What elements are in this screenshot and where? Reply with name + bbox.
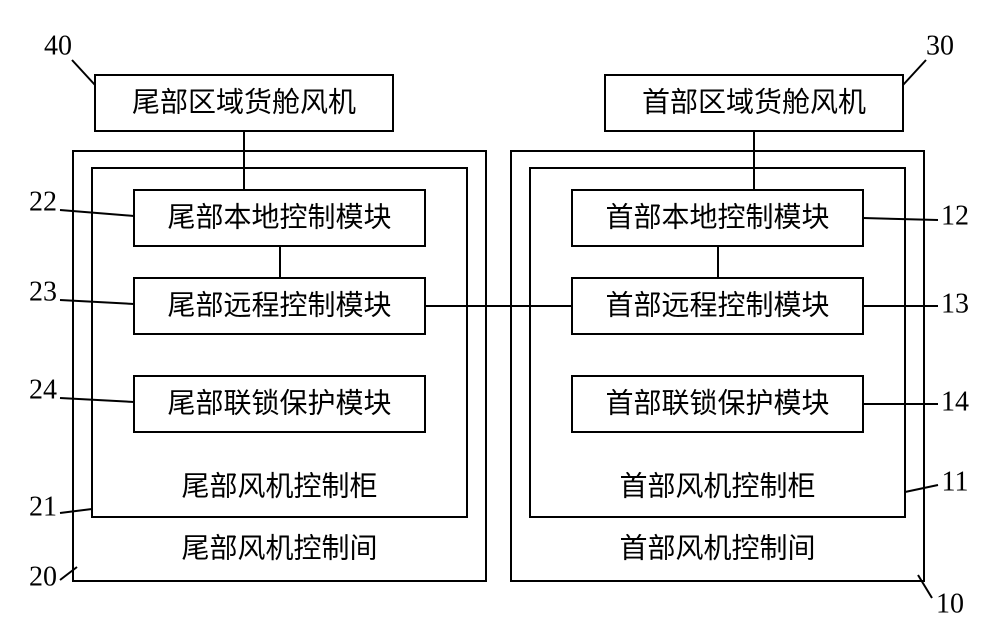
callout-line-20	[60, 567, 77, 580]
callout-line-40	[72, 60, 95, 85]
callout-num-13: 13	[941, 288, 969, 319]
callout-num-23: 23	[29, 276, 57, 307]
callout-line-30	[903, 60, 926, 85]
callout-num-11: 11	[942, 466, 969, 497]
callout-num-40: 40	[44, 30, 72, 61]
left-local-label: 尾部本地控制模块	[167, 201, 391, 233]
right-outer-room-label: 首部风机控制间	[619, 532, 815, 564]
right-top-fan-label: 首部区域货舱风机	[642, 86, 866, 118]
left-outer-room-label: 尾部风机控制间	[181, 532, 377, 564]
right-interlock-label: 首部联锁保护模块	[605, 387, 829, 419]
callout-line-21	[60, 509, 92, 513]
left-remote-label: 尾部远程控制模块	[167, 289, 391, 321]
block-diagram: 尾部区域货舱风机尾部风机控制间尾部风机控制柜尾部本地控制模块尾部远程控制模块尾部…	[0, 0, 1000, 635]
callout-num-21: 21	[29, 491, 57, 522]
callout-num-20: 20	[29, 561, 57, 592]
callout-num-24: 24	[29, 374, 57, 405]
callout-num-10: 10	[936, 588, 964, 619]
callout-line-24	[60, 398, 134, 402]
callout-num-12: 12	[941, 200, 969, 231]
right-remote-label: 首部远程控制模块	[605, 289, 829, 321]
right-local-label: 首部本地控制模块	[605, 201, 829, 233]
left-top-fan-label: 尾部区域货舱风机	[132, 86, 356, 118]
left-interlock-label: 尾部联锁保护模块	[167, 387, 391, 419]
callout-line-23	[60, 300, 134, 304]
callout-line-22	[60, 210, 134, 216]
callout-num-14: 14	[941, 386, 969, 417]
left-cabinet-label: 尾部风机控制柜	[181, 470, 377, 502]
callout-line-12	[863, 218, 938, 220]
callout-line-11	[905, 485, 938, 492]
callout-num-22: 22	[29, 186, 57, 217]
right-cabinet-label: 首部风机控制柜	[619, 470, 815, 502]
callout-num-30: 30	[926, 30, 954, 61]
